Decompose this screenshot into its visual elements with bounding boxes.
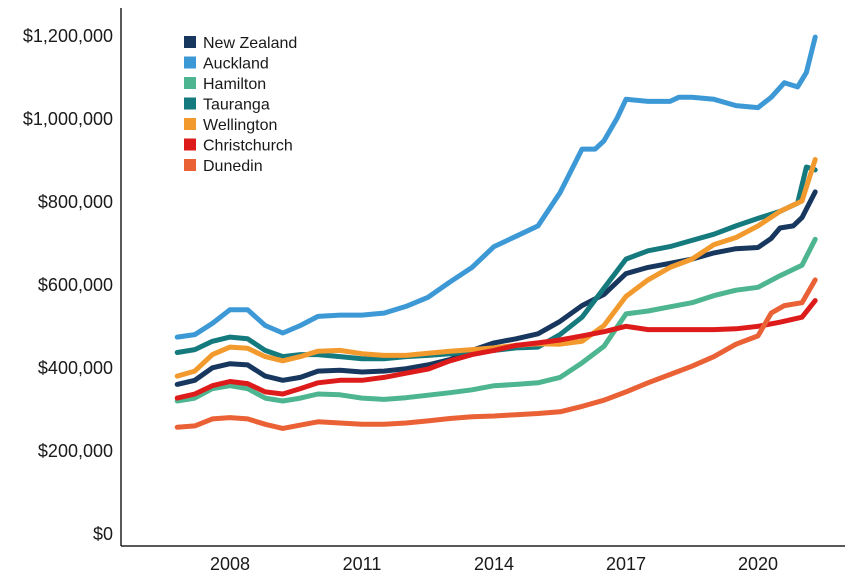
legend-label: Tauranga: [203, 97, 270, 114]
x-tick-label: 2011: [343, 554, 382, 574]
series-line-auckland: [174, 34, 818, 340]
legend-swatch-tauranga: [184, 97, 196, 110]
series-line-dunedin: [174, 277, 818, 431]
y-tick-label: $0: [93, 524, 113, 544]
legend-label: Dunedin: [203, 158, 263, 175]
x-tick-label: 2020: [738, 554, 778, 574]
legend-label: New Zealand: [203, 35, 297, 52]
series-line-wellington: [174, 157, 818, 379]
legend-label: Auckland: [203, 56, 269, 73]
series-line-new-zealand: [174, 189, 818, 387]
legend-label: Hamilton: [203, 76, 266, 93]
series-line-hamilton: [174, 236, 818, 404]
legend-swatch-dunedin: [184, 159, 196, 171]
x-tick-label: 2014: [474, 554, 514, 574]
y-tick-label: $400,000: [38, 358, 113, 378]
y-tick-label: $600,000: [38, 275, 113, 295]
legend: New Zealand Auckland Hamilton Tauranga Welli…: [184, 35, 297, 175]
legend-swatch-wellington: [184, 118, 196, 130]
y-tick-label: $1,200,000: [23, 26, 113, 46]
legend-label: Christchurch: [203, 138, 293, 155]
y-tick-label: $800,000: [38, 192, 113, 212]
legend-swatch-auckland: [184, 56, 196, 69]
legend-swatch-new-zealand: [184, 36, 196, 48]
x-tick-label: 2008: [210, 554, 250, 574]
legend-swatch-christchurch: [184, 138, 196, 151]
legend-swatch-hamilton: [184, 77, 196, 89]
y-tick-label: $200,000: [38, 441, 113, 461]
series-line-christchurch: [174, 298, 818, 401]
series-lines: [174, 34, 818, 431]
x-axis-ticks: 2008 2011 2014 2017 2020: [210, 554, 778, 574]
x-tick-label: 2017: [606, 554, 646, 574]
y-axis-ticks: $0 $200,000 $400,000 $600,000 $800,000 $1,000…: [23, 26, 113, 544]
legend-label: Wellington: [203, 117, 277, 134]
y-tick-label: $1,000,000: [23, 109, 113, 129]
